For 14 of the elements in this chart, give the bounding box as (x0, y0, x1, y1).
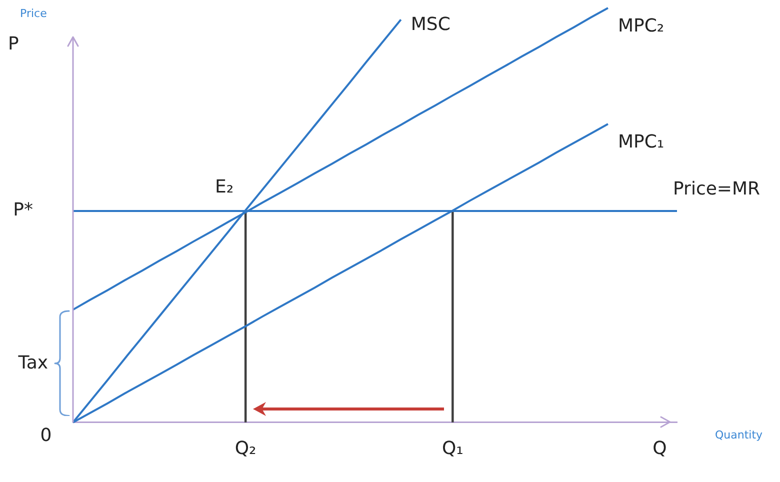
x-axis-title: Quantity (715, 428, 764, 442)
x-tick-label: Q₁ (442, 438, 464, 459)
y-axis-title: Price (20, 6, 48, 20)
text: P* (13, 200, 33, 221)
series-label: Price=MR (673, 178, 760, 200)
text: P (8, 34, 19, 55)
text: 0 (40, 425, 52, 446)
x-tick-label: Q₂ (234, 438, 256, 459)
text: Tax (17, 352, 48, 374)
series-label: MPC₂ (618, 16, 664, 37)
series-label: MPC₁ (618, 132, 664, 153)
annotation: E₂ (214, 176, 234, 198)
x-tick-label: Q (652, 438, 667, 459)
series-label: MSC (410, 14, 450, 35)
